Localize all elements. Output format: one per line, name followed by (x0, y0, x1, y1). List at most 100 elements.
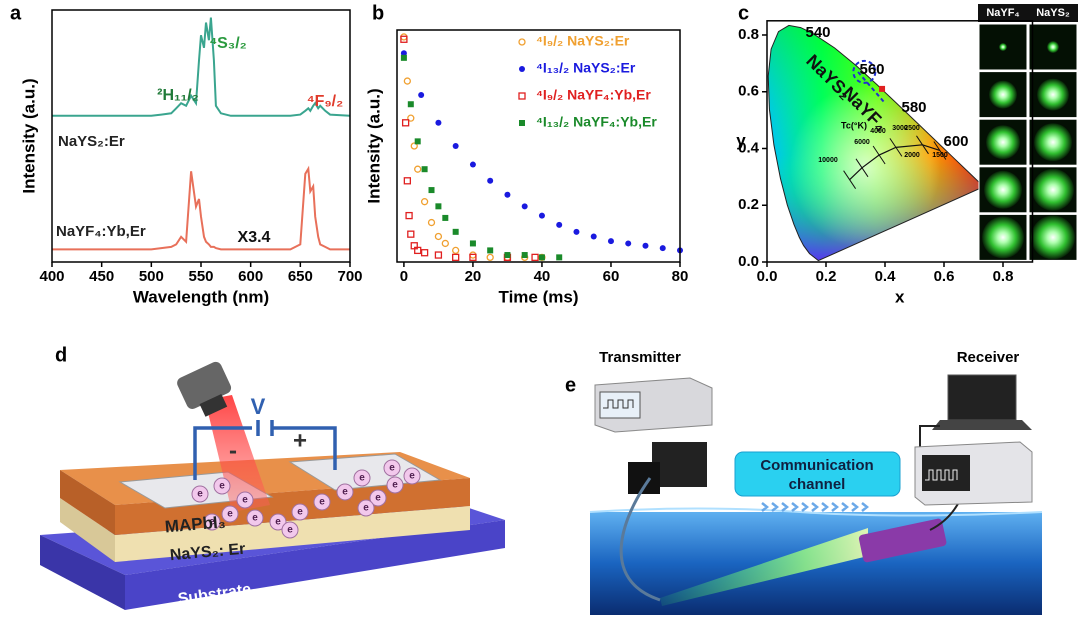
panel-label: b (372, 2, 384, 24)
electron-label: e (392, 480, 398, 491)
waveform (925, 469, 958, 481)
x-tick-label: 0.4 (875, 268, 897, 285)
data-point (556, 221, 563, 228)
electron-label: e (409, 471, 415, 482)
legend-label: ⁴I₉/₂ NaYF₄:Yb,Er (536, 87, 651, 103)
electron (353, 469, 371, 487)
legend-label: ⁴I₁₃/₂ NaYF₄:Yb,Er (536, 114, 657, 130)
nays2-layer-side (60, 498, 115, 562)
y-tick-label: 0.6 (738, 83, 759, 100)
isotherm (855, 158, 869, 178)
data-point (590, 233, 597, 240)
electron-label: e (219, 481, 225, 492)
data-point (407, 101, 414, 108)
glow-spot (984, 170, 1022, 209)
data-point (486, 253, 494, 262)
glow-spot (989, 80, 1017, 109)
y-tick-label: 0.4 (738, 139, 760, 156)
y-axis-title: y (736, 131, 746, 150)
electron (386, 476, 404, 494)
x-tick-label: 0.0 (757, 268, 778, 285)
glow-spot (1047, 41, 1059, 53)
electron (191, 485, 209, 503)
data-point (434, 251, 443, 259)
y-axis-title: Intensity (a.u.) (19, 78, 38, 193)
shape (199, 393, 228, 417)
electron (369, 489, 387, 507)
data-point (607, 238, 614, 245)
x-tick-label: 60 (603, 268, 620, 285)
cct-label: 1500 (932, 152, 948, 159)
data-point (452, 246, 460, 255)
image-header-label: NaYF₄ (986, 7, 1019, 19)
annotation: ²H₁₁/₂ (157, 87, 199, 104)
isotherm (843, 170, 857, 189)
data-point (428, 187, 435, 194)
glow-spot (1031, 215, 1075, 260)
x-tick-label: 600 (238, 268, 263, 285)
data-point (441, 239, 449, 248)
electron-label: e (297, 507, 303, 518)
cct-label: 2000 (904, 152, 920, 159)
waveform (603, 399, 634, 409)
data-point (452, 143, 459, 149)
electron-label: e (319, 497, 325, 508)
data-point (452, 228, 459, 235)
data-point (573, 228, 580, 235)
electron-label: e (389, 463, 395, 474)
y-tick-label: 0.0 (738, 253, 759, 270)
camera (177, 361, 232, 417)
y-tick-label: 0.2 (738, 196, 759, 213)
communication-diagram: e Transmitter Receiver Communication cha… (565, 349, 1043, 615)
data-point (435, 203, 442, 210)
panel-label: c (738, 2, 749, 24)
data-point (442, 214, 449, 221)
electron-label: e (342, 487, 348, 498)
spectral-locus (767, 24, 985, 262)
data-point (556, 254, 563, 261)
x-tick-label: 550 (188, 268, 213, 285)
annotation: X3.4 (238, 229, 271, 246)
wavelength-label: 600 (943, 133, 968, 150)
receiver-label: Receiver (957, 349, 1020, 366)
annotation: ⁴F₉/₂ (307, 93, 343, 110)
data-point (414, 165, 422, 173)
spectrum-line (52, 165, 350, 251)
electron (403, 467, 421, 485)
substrate-side (40, 535, 125, 610)
data-point (427, 218, 436, 227)
data-point (434, 232, 443, 241)
laptop-base (932, 420, 1032, 430)
legend-marker (519, 120, 525, 126)
electron-label: e (375, 493, 381, 504)
legend-marker (518, 38, 526, 46)
electron (357, 499, 375, 517)
data-point (421, 166, 428, 173)
x-tick-label: 0 (400, 268, 408, 285)
series-label: NaYF₄:Yb,Er (56, 223, 146, 240)
data-point (407, 230, 415, 238)
generator-screen (599, 391, 641, 419)
electron (269, 513, 287, 531)
isotherm (872, 145, 886, 165)
substrate-front (125, 520, 505, 610)
cct-title: Tc(°K) (841, 120, 867, 130)
series-label: NaYS₂:Er (58, 133, 125, 150)
y-axis-title: Intensity (a.u.) (364, 88, 383, 203)
oscilloscope-screen (922, 455, 970, 491)
legend-label: ⁴I₉/₂ NaYS₂:Er (536, 33, 630, 49)
data-point (504, 252, 511, 259)
data-point (405, 211, 413, 220)
cct-label: 3000 (892, 125, 908, 132)
electron (221, 505, 239, 523)
electron-label: e (287, 525, 293, 536)
x-tick-label: 400 (39, 268, 64, 285)
x-tick-label: 0.2 (816, 268, 837, 285)
electron (336, 483, 354, 501)
data-point (538, 254, 545, 261)
channel-label: channel (789, 476, 846, 493)
isotherm (933, 141, 947, 160)
electron-label: e (197, 489, 203, 500)
annotation: ⁴S₃/₂ (209, 35, 247, 52)
